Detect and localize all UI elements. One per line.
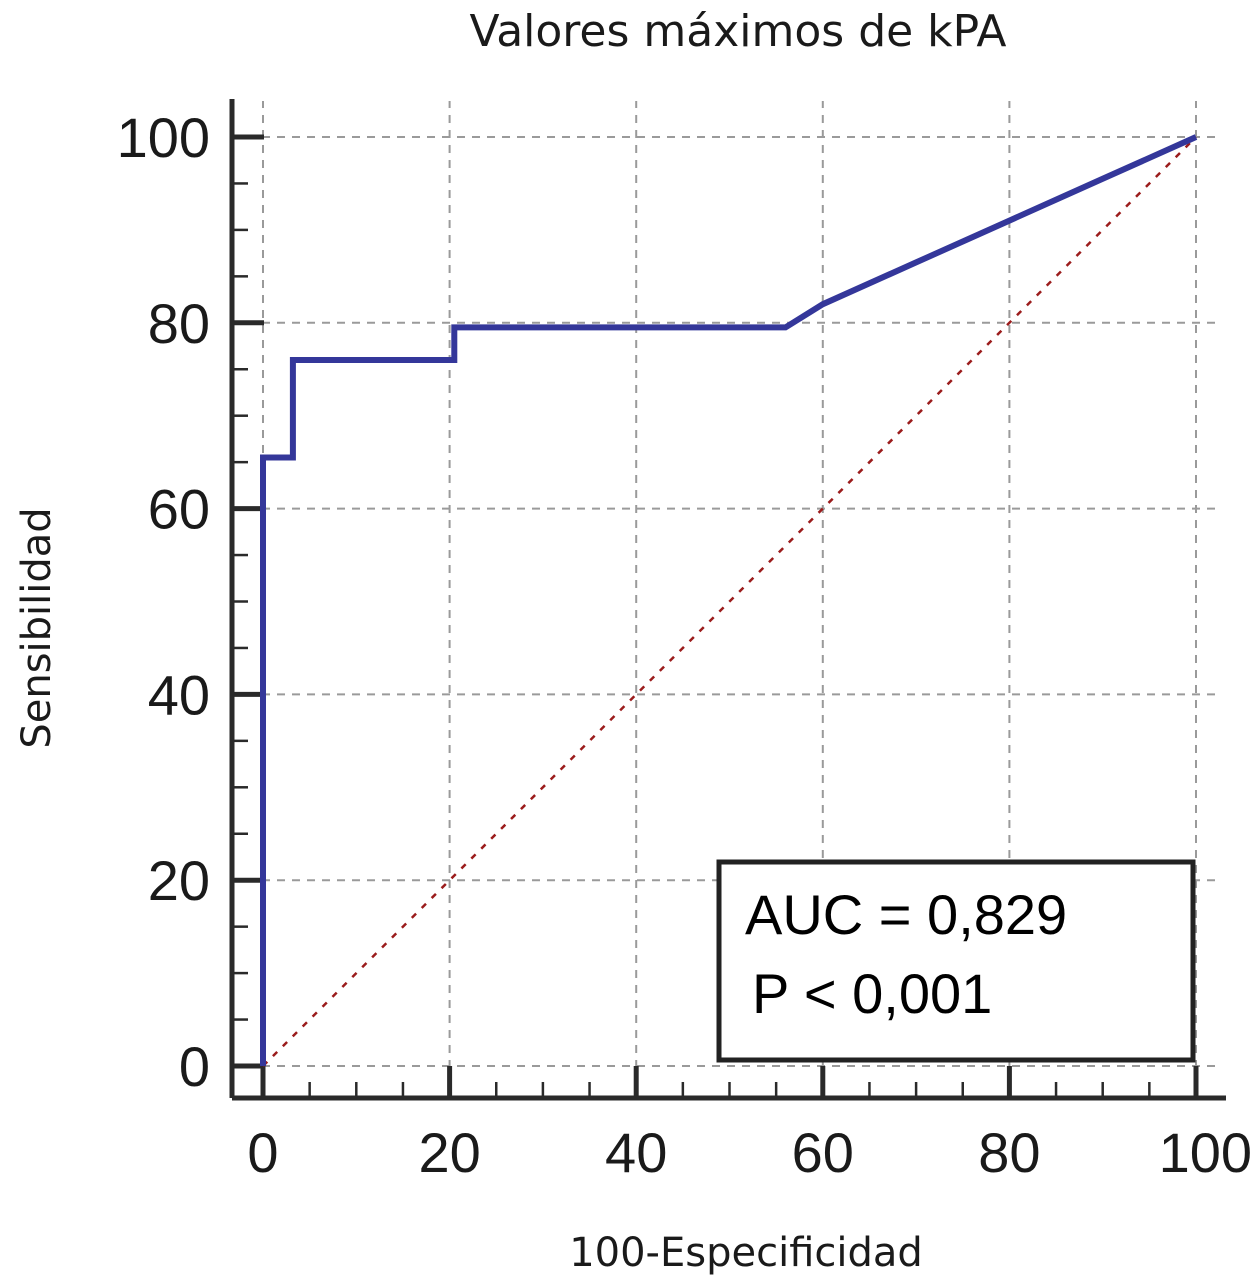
- x-tick-label: 100: [1159, 1121, 1252, 1184]
- y-axis-label: Sensibilidad: [14, 507, 60, 748]
- y-tick-label: 60: [148, 478, 210, 541]
- x-tick-label: 40: [605, 1121, 667, 1184]
- y-tick-label: 80: [148, 292, 210, 355]
- chart-title: Valores máximos de kPA: [470, 6, 1007, 57]
- series: [260, 134, 1198, 1067]
- x-tick-label: 0: [247, 1121, 278, 1184]
- y-tick-labels: 0 20 40 60 80 100: [117, 106, 210, 1098]
- ticks: [232, 134, 1199, 1098]
- x-tick-labels: 0 20 40 60 80 100: [247, 1121, 1252, 1184]
- y-tick-label: 20: [148, 849, 210, 912]
- annotation-box: AUC = 0,829 P < 0,001: [716, 859, 1196, 1063]
- x-tick-label: 80: [978, 1121, 1040, 1184]
- auc-label: AUC = 0,829: [745, 883, 1067, 946]
- y-tick-label: 40: [148, 663, 210, 726]
- annotation-frame: [716, 859, 1196, 1063]
- x-tick-label: 60: [792, 1121, 854, 1184]
- roc-curve-line: [260, 134, 1198, 1066]
- x-axis-label: 100-Especificidad: [569, 1230, 923, 1276]
- y-tick-label: 100: [117, 106, 210, 169]
- x-tick-label: 20: [418, 1121, 480, 1184]
- y-tick-label: 0: [179, 1035, 210, 1098]
- reference-diagonal-line: [262, 136, 1197, 1067]
- p-value-label: P < 0,001: [752, 962, 992, 1025]
